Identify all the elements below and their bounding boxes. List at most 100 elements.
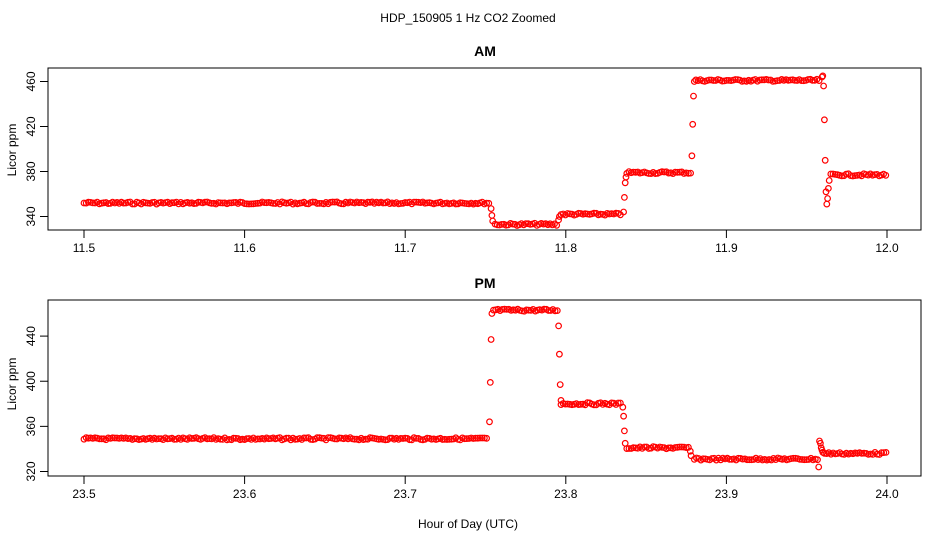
plot-frame-pm bbox=[47, 299, 922, 477]
data-point bbox=[725, 76, 733, 84]
data-point bbox=[557, 397, 565, 404]
data-point bbox=[825, 177, 833, 184]
data-point bbox=[708, 455, 716, 462]
data-point bbox=[472, 434, 480, 442]
x-tick-label: 11.5 bbox=[73, 241, 96, 255]
data-point bbox=[758, 76, 766, 84]
data-point bbox=[245, 200, 253, 208]
data-point bbox=[309, 198, 317, 206]
y-axis-am: 340 380 420 460 bbox=[24, 71, 48, 227]
data-point bbox=[705, 76, 713, 84]
data-point bbox=[483, 434, 491, 442]
data-point bbox=[401, 434, 409, 442]
data-point bbox=[382, 436, 389, 444]
data-point bbox=[556, 350, 563, 358]
data-point bbox=[575, 209, 582, 217]
data-point bbox=[283, 434, 290, 442]
data-point bbox=[819, 72, 827, 80]
data-point bbox=[476, 434, 484, 442]
data-point bbox=[80, 199, 88, 207]
y-tick-label: 420 bbox=[24, 116, 38, 136]
data-point bbox=[170, 436, 178, 443]
data-point bbox=[798, 456, 806, 463]
data-point bbox=[216, 199, 224, 207]
y-axis-label-pm: Licor ppm bbox=[5, 358, 19, 411]
data-point bbox=[614, 399, 622, 407]
data-point bbox=[555, 322, 562, 330]
panel-pm: PM Licor ppm 23.5 23.6 23.7 23.8 23.9 24.0 32… bbox=[5, 275, 922, 501]
data-point bbox=[401, 199, 409, 206]
data-point bbox=[448, 435, 455, 443]
data-point bbox=[756, 76, 764, 84]
data-point bbox=[798, 77, 805, 84]
data-point bbox=[723, 76, 731, 84]
data-point bbox=[488, 211, 496, 219]
data-point bbox=[814, 456, 821, 464]
data-point bbox=[357, 198, 365, 206]
data-point bbox=[230, 199, 238, 206]
data-point bbox=[824, 195, 831, 202]
data-point bbox=[252, 200, 260, 207]
x-tick-label: 23.7 bbox=[394, 487, 418, 501]
data-point bbox=[621, 179, 629, 187]
x-axis-pm: 23.5 23.6 23.7 23.8 23.9 24.0 bbox=[72, 476, 899, 501]
data-point bbox=[225, 199, 233, 207]
data-point bbox=[858, 450, 866, 457]
data-point bbox=[111, 434, 119, 442]
data-point bbox=[791, 76, 799, 84]
data-point bbox=[860, 449, 868, 457]
data-point bbox=[555, 216, 562, 224]
data-point bbox=[120, 199, 127, 207]
data-point bbox=[773, 77, 781, 84]
data-point bbox=[660, 168, 668, 176]
data-point bbox=[201, 198, 209, 206]
x-tick-label: 23.6 bbox=[233, 487, 257, 501]
data-point bbox=[441, 435, 449, 443]
data-point bbox=[584, 399, 591, 407]
data-point bbox=[621, 427, 628, 435]
data-point bbox=[796, 456, 804, 463]
data-point bbox=[630, 168, 637, 176]
data-point bbox=[809, 76, 816, 84]
data-point bbox=[131, 435, 139, 443]
data-point bbox=[397, 200, 405, 207]
data-point bbox=[685, 169, 692, 177]
data-point bbox=[331, 198, 339, 206]
data-point bbox=[498, 306, 506, 313]
data-point bbox=[300, 434, 308, 442]
panel-am: AM Licor ppm 11.5 11.6 11.7 11.8 11.9 12.0 34… bbox=[5, 43, 922, 255]
data-point bbox=[410, 198, 418, 206]
y-tick-label: 400 bbox=[24, 371, 38, 391]
data-point bbox=[488, 310, 496, 317]
data-point bbox=[658, 444, 666, 451]
y-tick-label: 460 bbox=[24, 71, 38, 91]
data-point bbox=[745, 456, 753, 464]
data-point bbox=[487, 205, 495, 213]
data-point bbox=[316, 199, 323, 207]
data-point bbox=[84, 198, 92, 206]
y-tick-label: 320 bbox=[24, 461, 38, 481]
data-point bbox=[461, 199, 469, 207]
panel-title-am: AM bbox=[474, 43, 496, 59]
data-point bbox=[878, 449, 885, 457]
data-point bbox=[329, 198, 337, 206]
data-point bbox=[590, 401, 598, 409]
data-point bbox=[818, 73, 826, 81]
x-tick-label: 11.9 bbox=[715, 241, 738, 255]
data-point bbox=[386, 434, 394, 442]
data-point bbox=[821, 116, 828, 124]
data-point bbox=[871, 171, 879, 179]
data-point bbox=[674, 168, 681, 176]
data-point bbox=[243, 435, 251, 443]
data-point bbox=[503, 306, 511, 313]
data-point bbox=[612, 209, 620, 217]
data-point bbox=[208, 199, 216, 207]
data-point bbox=[556, 213, 563, 220]
data-point bbox=[243, 200, 251, 208]
data-point bbox=[551, 307, 559, 315]
data-point bbox=[124, 435, 132, 443]
data-point bbox=[641, 443, 648, 451]
data-point bbox=[804, 76, 812, 83]
data-point bbox=[362, 435, 370, 443]
